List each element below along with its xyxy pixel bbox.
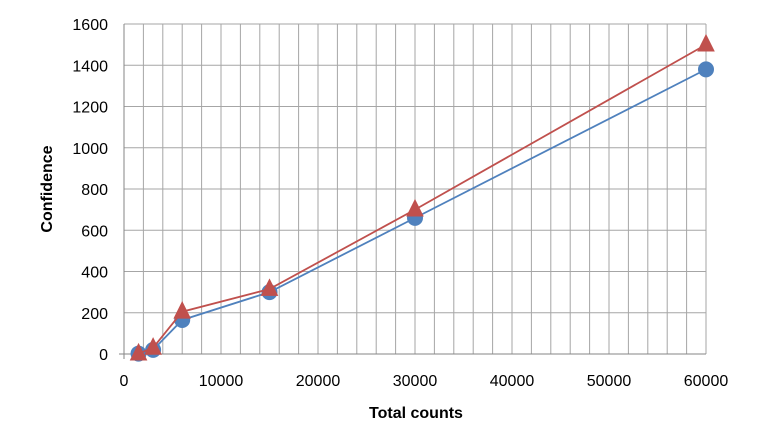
y-tick-label: 1000 <box>72 141 108 158</box>
y-tick-label: 0 <box>99 347 108 364</box>
x-tick-label: 30000 <box>393 373 438 390</box>
data-point-triangle <box>129 342 148 361</box>
y-tick-label: 200 <box>81 306 108 323</box>
y-tick-label: 1600 <box>72 17 108 34</box>
grid-lines <box>123 23 707 355</box>
x-tick-label: 40000 <box>490 373 535 390</box>
y-tick-label: 400 <box>81 265 108 282</box>
x-tick-label: 60000 <box>684 373 729 390</box>
data-point-circle <box>698 61 714 78</box>
y-tick-label: 600 <box>81 223 108 240</box>
series-group <box>129 33 715 362</box>
x-tick-label: 10000 <box>199 373 244 390</box>
x-tick-label: 50000 <box>587 373 632 390</box>
x-tick-label: 0 <box>120 373 129 390</box>
x-axis-label: Total counts <box>369 405 463 422</box>
y-tick-labels: 0 200 400 600 800 1000 1200 1400 1600 <box>72 17 108 364</box>
data-point-triangle <box>173 301 192 319</box>
x-tick-labels: 0 10000 20000 30000 40000 50000 60000 <box>120 373 729 390</box>
data-point-triangle <box>406 198 424 217</box>
data-point-triangle <box>144 337 162 355</box>
data-point-triangle <box>260 278 279 296</box>
data-point-triangle <box>697 33 715 52</box>
x-tick-label: 20000 <box>296 373 341 390</box>
y-tick-label: 1200 <box>72 100 108 117</box>
y-tick-label: 1400 <box>72 58 108 75</box>
series-line-1 <box>138 68 707 355</box>
axes <box>119 24 706 359</box>
y-tick-label: 800 <box>81 182 108 199</box>
y-axis-label: Confidence <box>39 145 56 232</box>
